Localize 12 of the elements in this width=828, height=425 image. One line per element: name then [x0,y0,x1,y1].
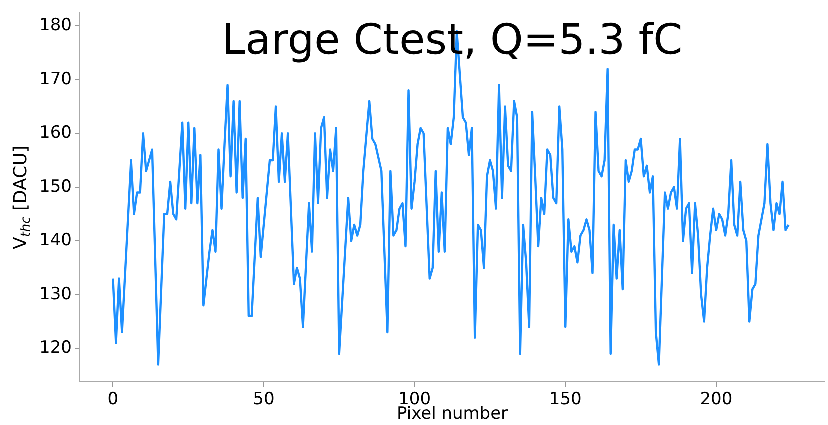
y-axis-title: Vthc [DACU] [10,146,34,250]
x-tick-label: 200 [700,390,733,410]
x-tick-label: 0 [108,390,119,410]
y-tick-label: 160 [40,123,72,144]
y-tick-label: 130 [40,284,72,304]
x-tick-label: 150 [549,390,582,410]
y-tick-label: 140 [40,230,72,251]
y-tick-label: 170 [40,69,72,90]
y-tick-label: 120 [40,338,72,358]
x-tick-label: 50 [253,390,275,410]
y-tick-label: 180 [40,16,72,36]
y-tick-label: 150 [40,176,72,197]
